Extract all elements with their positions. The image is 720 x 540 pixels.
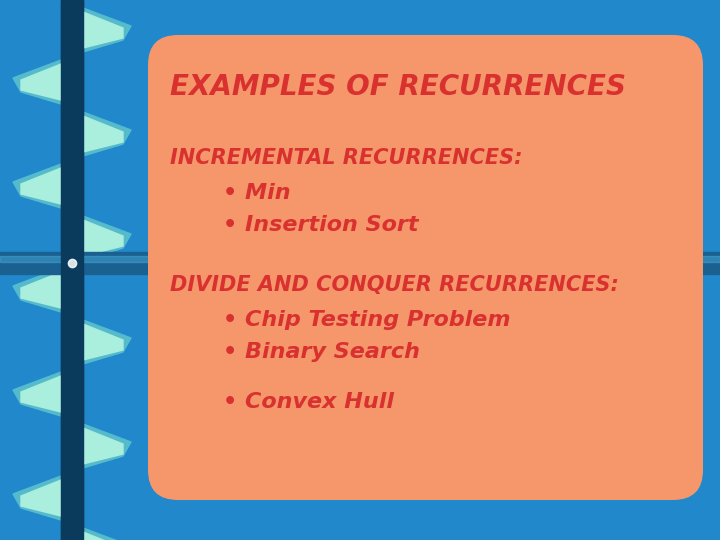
- Polygon shape: [83, 216, 131, 260]
- Polygon shape: [83, 220, 123, 256]
- Polygon shape: [21, 272, 61, 308]
- Polygon shape: [21, 168, 61, 204]
- Polygon shape: [21, 64, 61, 100]
- Polygon shape: [83, 12, 123, 48]
- Text: • Min: • Min: [223, 183, 291, 203]
- Polygon shape: [83, 424, 131, 468]
- Polygon shape: [21, 376, 61, 412]
- Polygon shape: [83, 532, 123, 540]
- Polygon shape: [83, 428, 123, 464]
- Polygon shape: [21, 480, 61, 516]
- Polygon shape: [13, 268, 61, 312]
- Polygon shape: [13, 164, 61, 208]
- Polygon shape: [83, 528, 131, 540]
- Text: DIVIDE AND CONQUER RECURRENCES:: DIVIDE AND CONQUER RECURRENCES:: [170, 275, 619, 295]
- Bar: [61, 0, 83, 540]
- Text: • Chip Testing Problem: • Chip Testing Problem: [223, 310, 510, 330]
- Polygon shape: [83, 112, 131, 156]
- Polygon shape: [83, 116, 123, 152]
- Polygon shape: [13, 476, 61, 520]
- Text: • Binary Search: • Binary Search: [223, 342, 420, 362]
- Polygon shape: [83, 320, 131, 364]
- FancyBboxPatch shape: [148, 35, 703, 500]
- Polygon shape: [13, 60, 61, 104]
- Polygon shape: [13, 372, 61, 416]
- Bar: [0, 256, 720, 262]
- Text: • Convex Hull: • Convex Hull: [223, 392, 394, 412]
- Polygon shape: [83, 324, 123, 360]
- Text: EXAMPLES OF RECURRENCES: EXAMPLES OF RECURRENCES: [170, 73, 626, 101]
- Bar: [0, 252, 720, 274]
- Text: • Insertion Sort: • Insertion Sort: [223, 215, 418, 235]
- Polygon shape: [83, 8, 131, 52]
- Text: INCREMENTAL RECURRENCES:: INCREMENTAL RECURRENCES:: [170, 148, 523, 168]
- Bar: [61, 0, 83, 540]
